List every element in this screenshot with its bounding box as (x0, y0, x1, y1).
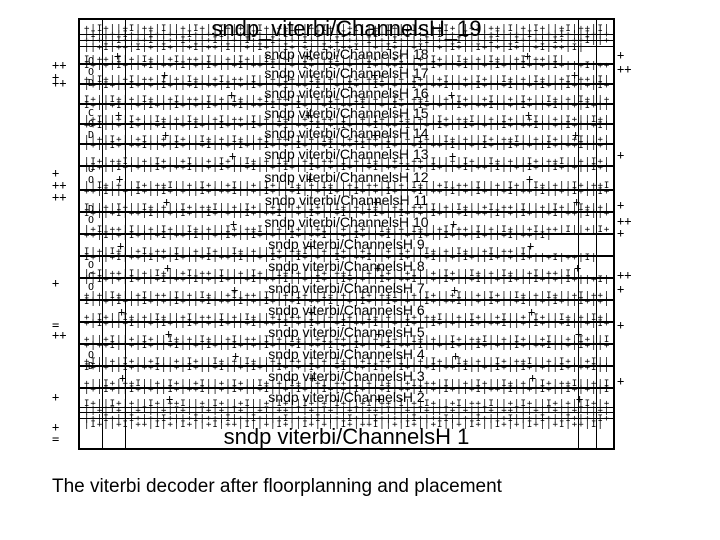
pin-marker: + (576, 393, 583, 405)
pin-marker: + (115, 109, 122, 121)
io-pin-group: C O D (88, 108, 94, 141)
channel-label: sndp viterbi/ChannelsH 5 (268, 324, 424, 340)
pin-marker: + (525, 109, 532, 121)
pin-marker: + (162, 129, 169, 141)
outer-pin-right: + (617, 318, 624, 332)
pin-marker: + (573, 196, 580, 208)
outer-pin-left: + (52, 390, 59, 404)
outer-pin-left: + (52, 276, 59, 290)
pin-marker: + (575, 328, 582, 340)
cell-pin-run: |I+||+I|++|I|+|I+||+I|++|I||+|I+||I+|+||… (84, 420, 609, 430)
channel-label: sndp viterbi/ChannelsH 15 (264, 105, 428, 121)
cell-pin-run: +|+||I+|++I||+|I+||+I||+|I+||I+|+|I+||+I… (84, 36, 609, 46)
outer-pin-right: ++ (617, 268, 631, 282)
pin-marker: + (526, 173, 533, 185)
outer-pin-left: = (52, 432, 59, 446)
pin-marker: + (450, 218, 457, 230)
pin-marker: + (529, 372, 536, 384)
channel-label: sndp viterbi/ChannelsH 17 (264, 65, 428, 81)
channel-label: sndp viterbi/ChannelsH 12 (264, 169, 428, 185)
pin-marker: + (230, 218, 237, 230)
outer-pin-left: ++ (52, 190, 66, 204)
pin-marker: + (574, 262, 581, 274)
outer-pin-left: ++ (52, 76, 66, 90)
pin-marker: + (166, 393, 173, 405)
pin-marker: + (231, 284, 238, 296)
outer-pin-right: + (617, 374, 624, 388)
channel-label: sndp viterbi/ChannelsH 10 (264, 214, 428, 230)
pin-marker: + (571, 69, 578, 81)
channel-label: sndp viterbi/ChannelsH 13 (264, 146, 428, 162)
outer-pin-left: ++ (52, 328, 66, 342)
pin-marker: + (118, 306, 125, 318)
channel-label: sndp viterbi/ChannelsH 4 (268, 346, 424, 362)
floorplan-frame: sndp_viterbi/ChannelsH_19sndp viterbi/Ch… (78, 18, 615, 450)
outer-pin-right: + (617, 148, 624, 162)
io-pin-group: O C O (88, 260, 94, 293)
outer-pin-right: + (617, 198, 624, 212)
pin-marker: + (164, 262, 171, 274)
channel-label: sndp viterbi/ChannelsH 8 (268, 258, 424, 274)
channel-label: sndp viterbi/ChannelsH 11 (265, 192, 428, 208)
pin-marker: + (452, 350, 459, 362)
outer-pin-right: ++ (617, 62, 631, 76)
io-pin-group: O O D (88, 56, 94, 89)
io-pin-group: O O (88, 164, 94, 186)
io-pin-group: D O (88, 204, 94, 226)
pin-marker: + (229, 150, 236, 162)
pin-marker: + (527, 240, 534, 252)
pin-marker: + (228, 89, 235, 101)
pin-marker: + (449, 150, 456, 162)
outer-pin-right: + (617, 48, 624, 62)
pin-marker: + (117, 240, 124, 252)
io-pin-group: O D (88, 350, 94, 372)
channel-label: sndp viterbi/ChannelsH 2 (268, 389, 424, 405)
channel-label: sndp viterbi/ChannelsH 16 (264, 85, 428, 101)
channel-label: sndp viterbi/ChannelsH 14 (264, 125, 428, 141)
pin-marker: + (163, 196, 170, 208)
outer-pin-right: + (617, 226, 624, 240)
pin-marker: + (572, 129, 579, 141)
channel-label: sndp viterbi/ChannelsH 6 (268, 302, 424, 318)
pin-marker: + (451, 284, 458, 296)
pin-marker: + (232, 350, 239, 362)
pin-marker: + (119, 372, 126, 384)
pin-marker: + (165, 328, 172, 340)
pin-marker: + (448, 89, 455, 101)
pin-marker: + (528, 306, 535, 318)
channel-label: sndp viterbi/ChannelsH 7 (268, 280, 424, 296)
channel-label: sndp viterbi/ChannelsH 18 (264, 46, 428, 62)
channel-label: sndp viterbi/ChannelsH 3 (268, 368, 424, 384)
channel-label: sndp viterbi/ChannelsH 9 (268, 236, 424, 252)
pin-marker: + (161, 69, 168, 81)
outer-pin-right: + (617, 282, 624, 296)
figure-caption: The viterbi decoder after floorplanning … (52, 476, 502, 498)
pin-marker: + (116, 173, 123, 185)
